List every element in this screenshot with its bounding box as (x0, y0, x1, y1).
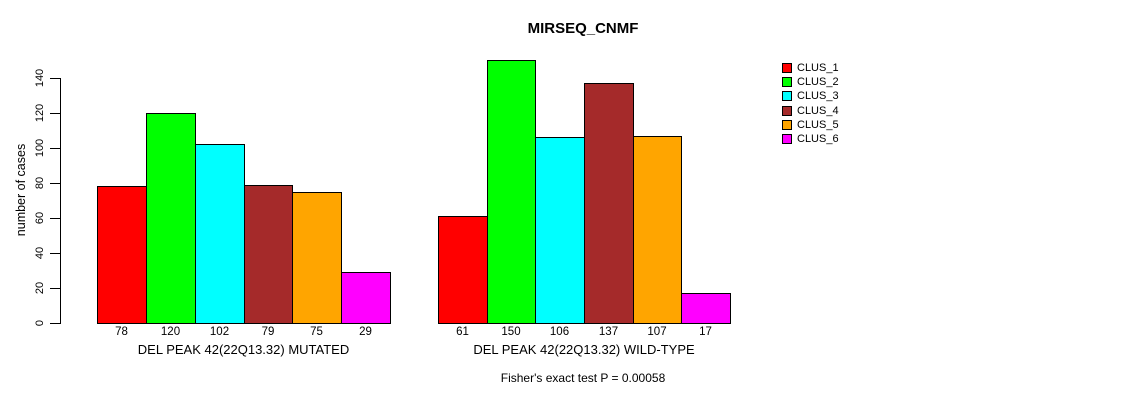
y-tick-label: 140 (34, 68, 46, 88)
legend-label: CLUS_6 (797, 133, 839, 145)
bar-value-label: 106 (549, 326, 570, 338)
bar-value-label: 29 (359, 326, 372, 338)
bar-value-label: 107 (647, 326, 667, 338)
y-axis-tick (50, 78, 60, 79)
group-label: DEL PEAK 42(22Q13.32) MUTATED (137, 342, 350, 357)
bar (341, 272, 391, 324)
y-tick-label: 40 (34, 246, 46, 260)
y-axis-line (60, 78, 61, 324)
y-axis-tick (50, 113, 60, 114)
y-axis-tick (50, 253, 60, 254)
fisher-test-note: Fisher's exact test P = 0.00058 (500, 371, 666, 385)
y-axis-label: number of cases (14, 143, 28, 237)
legend-label: CLUS_1 (797, 62, 839, 74)
bar (244, 185, 293, 324)
bar (195, 144, 245, 324)
legend-swatch (782, 77, 792, 87)
bar (292, 192, 342, 324)
bar (535, 137, 585, 324)
bar-value-label: 102 (209, 326, 230, 338)
bar-value-label: 137 (598, 326, 619, 338)
y-axis-tick (50, 183, 60, 184)
bar-value-label: 150 (501, 326, 521, 338)
legend-swatch (782, 91, 792, 101)
legend-item: CLUS_4 (782, 104, 839, 118)
legend-label: CLUS_5 (797, 119, 839, 131)
bar-value-label: 79 (261, 326, 275, 338)
legend-item: CLUS_2 (782, 75, 839, 89)
legend-label: CLUS_3 (797, 90, 839, 102)
bar-value-label: 75 (310, 326, 323, 338)
chart-title: MIRSEQ_CNMF (527, 20, 639, 37)
legend-item: CLUS_6 (782, 132, 839, 146)
bar (438, 216, 488, 324)
y-axis-tick (50, 148, 60, 149)
legend-swatch (782, 106, 792, 116)
y-tick-label: 100 (34, 138, 46, 158)
legend-item: CLUS_5 (782, 118, 839, 132)
legend-item: CLUS_3 (782, 89, 839, 103)
legend-swatch (782, 120, 792, 130)
bar (97, 186, 147, 324)
y-tick-label: 20 (34, 281, 46, 295)
group-label: DEL PEAK 42(22Q13.32) WILD-TYPE (473, 342, 695, 357)
legend-label: CLUS_4 (797, 105, 839, 117)
bar (681, 293, 731, 324)
y-axis-tick (50, 288, 60, 289)
bar-value-label: 61 (456, 326, 469, 338)
bar (633, 136, 682, 324)
bar-value-label: 120 (160, 326, 181, 338)
bar (584, 83, 634, 324)
y-tick-label: 80 (34, 176, 46, 190)
y-tick-label: 60 (34, 211, 46, 225)
bar (146, 113, 196, 324)
y-tick-label: 0 (34, 319, 46, 327)
legend-label: CLUS_2 (797, 76, 839, 88)
legend-swatch (782, 63, 792, 73)
bar-value-label: 78 (115, 326, 128, 338)
legend-swatch (782, 134, 792, 144)
bar-value-label: 17 (699, 326, 712, 338)
bar (487, 60, 536, 324)
y-axis-tick (50, 323, 60, 324)
legend-item: CLUS_1 (782, 61, 839, 75)
y-tick-label: 120 (34, 103, 46, 123)
y-axis-tick (50, 218, 60, 219)
